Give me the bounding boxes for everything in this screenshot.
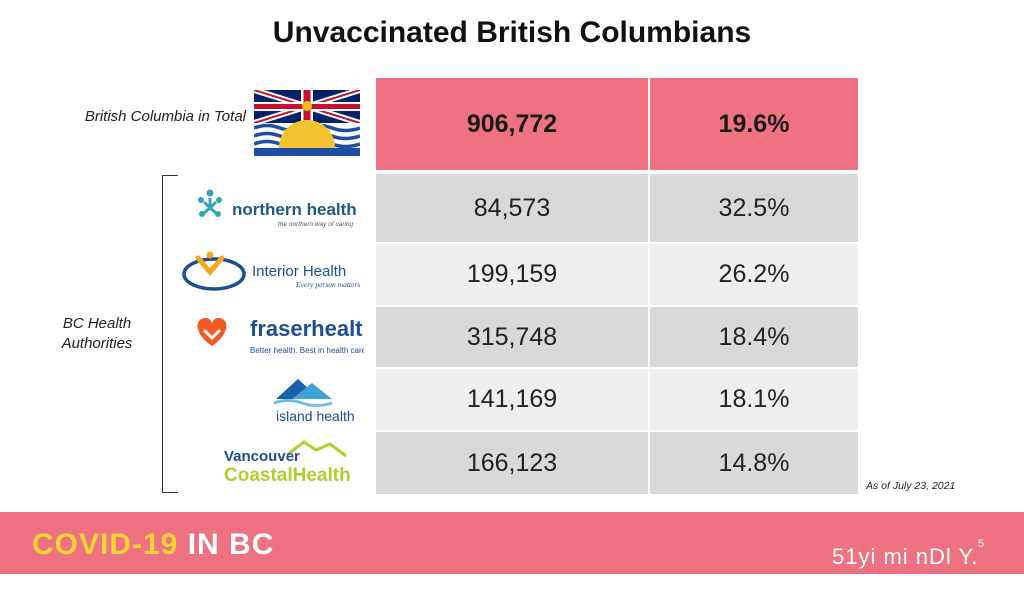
authorities-label: BC Health Authorities [40,314,154,354]
bc-total-label: British Columbia in Total [84,108,246,125]
fraser-health-tagline: Better health. Best in health care. [250,346,364,355]
as-of-date: As of July 23, 2021 [866,480,956,492]
interior-health-name: Interior Health [252,263,346,280]
interior-health-icon [182,251,246,291]
island-health-icon [273,379,333,407]
total-count-cell: 906,772 [376,78,648,170]
table-cell-percent: 32.5% [650,174,858,242]
fraser-health-icon [197,318,227,346]
northern-health-name: northern health [232,200,357,219]
table-cell-percent: 14.8% [650,432,858,494]
fraser-health-logo: fraserhealth Better health. Best in heal… [180,308,364,366]
northern-health-logo: northern health the northern way of cari… [180,180,364,238]
vch-line1: Vancouver [224,448,300,465]
table-cell-count: 141,169 [376,369,648,430]
footer-brand: COVID-19 IN BC [32,528,274,562]
authorities-bracket [162,175,178,493]
table-cell-count: 199,159 [376,244,648,305]
interior-health-logo: Interior Health Every person matters [180,246,364,304]
vancouver-coastal-health-logo: Vancouver CoastalHealth [180,436,364,494]
page-number: 5 [978,538,985,550]
fraser-health-name: fraserhealth [250,316,364,341]
table-cell-count: 166,123 [376,432,648,494]
table-cell-count: 84,573 [376,174,648,242]
vancouver-coastal-health-icon [287,440,347,458]
footer-bar [0,512,1024,574]
island-health-logo: island health [180,371,364,429]
footer-brand-covid: COVID-19 [32,528,179,561]
northern-health-icon [198,189,222,217]
bc-flag-icon [254,90,360,156]
interior-health-tagline: Every person matters [295,280,360,289]
authorities-label-line2: Authorities [61,335,133,352]
watermark-text: 51yi mi nDl Y. com [832,544,979,595]
footer-brand-inbc: IN BC [187,528,275,561]
table-cell-percent: 18.4% [650,307,858,367]
island-health-name: island health [276,408,355,424]
table-cell-count: 315,748 [376,307,648,367]
table-cell-percent: 26.2% [650,244,858,305]
table-cell-percent: 18.1% [650,369,858,430]
page-title: Unvaccinated British Columbians [272,16,752,49]
vch-line2: CoastalHealth [224,465,351,486]
authorities-label-line1: BC Health [62,315,132,332]
total-percent-cell: 19.6% [650,78,858,170]
northern-health-tagline: the northern way of caring [278,221,354,228]
